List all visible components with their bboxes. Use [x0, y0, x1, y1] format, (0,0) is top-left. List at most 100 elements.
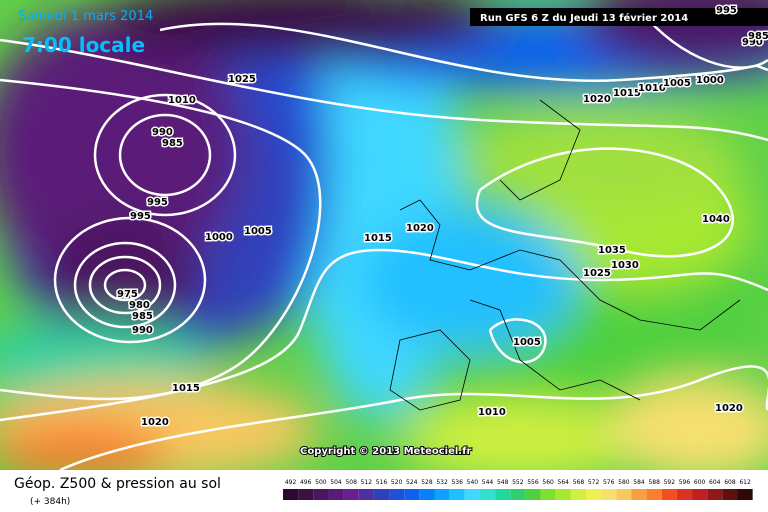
- legend-swatch: [373, 489, 390, 500]
- legend-swatch: [570, 489, 586, 500]
- isobar-label: 995: [716, 5, 737, 16]
- legend-swatch: [676, 489, 693, 500]
- legend-label: 576: [603, 479, 615, 486]
- legend-swatch: [358, 489, 374, 500]
- legend-label: 604: [709, 479, 721, 486]
- legend-label: 596: [679, 479, 691, 486]
- legend-label: 608: [724, 479, 736, 486]
- legend-swatch: [510, 489, 526, 500]
- isobar-label: 1015: [364, 233, 392, 244]
- legend-swatch: [495, 489, 511, 500]
- legend-swatch: [389, 489, 405, 500]
- legend-swatch: [616, 489, 632, 500]
- legend-label: 496: [300, 479, 312, 486]
- legend-label: 580: [618, 479, 630, 486]
- date: Samedi 1 mars 2014: [18, 9, 153, 24]
- legend-swatch: [646, 489, 662, 500]
- product-title: Géop. Z500 & pression au sol: [14, 476, 221, 492]
- isobar-label: 1005: [244, 226, 272, 237]
- legend-swatch: [601, 489, 617, 500]
- isobar-label: 995: [130, 211, 151, 222]
- isobars: [0, 9, 768, 470]
- legend-label: 592: [664, 479, 676, 486]
- isobar-label: 1010: [638, 83, 666, 94]
- run-info: Run GFS 6 Z du Jeudi 13 février 2014: [480, 12, 688, 24]
- isobar-labels: 1025 1010 990 985 995 995 1000 1005 975 …: [116, 4, 768, 430]
- legend-label: 528: [421, 479, 433, 486]
- isobar-label: 985: [748, 31, 768, 42]
- field: [0, 0, 768, 470]
- local-time: 7:00 locale: [22, 33, 145, 57]
- isobar-label: 1010: [478, 407, 506, 418]
- isobar-label: 995: [147, 197, 168, 208]
- legend-swatch: [692, 489, 708, 500]
- legend-label: 556: [527, 479, 539, 486]
- legend-label: 552: [512, 479, 524, 486]
- color-legend: 492 496 500 504 508 512 516 520 524 528 532 536 540 5…: [283, 479, 753, 500]
- isobar-label: 975: [117, 289, 138, 300]
- legend-swatch: [661, 489, 677, 500]
- legend-swatch: [434, 489, 450, 500]
- legend-label: 504: [330, 479, 342, 486]
- isobar-label: 1020: [141, 417, 169, 428]
- legend-swatch: [631, 489, 647, 500]
- isobar-label: 1035: [598, 245, 626, 256]
- legend-label: 572: [588, 479, 600, 486]
- legend-label: 524: [406, 479, 418, 486]
- legend-label: 568: [573, 479, 585, 486]
- coastlines: [389, 99, 741, 411]
- legend-label: 548: [497, 479, 509, 486]
- legend-label: 564: [558, 479, 570, 486]
- legend-label: 516: [376, 479, 388, 486]
- isobar-label: 990: [132, 325, 153, 336]
- legend-label: 540: [467, 479, 479, 486]
- isobar-label: 1020: [406, 223, 434, 234]
- legend-label: 584: [633, 479, 645, 486]
- legend-label: 520: [391, 479, 403, 486]
- legend-swatch: [586, 489, 602, 500]
- legend-swatch: [540, 489, 556, 500]
- isobar-label: 1025: [583, 268, 611, 279]
- legend-label: 532: [436, 479, 448, 486]
- isobar-label: 1005: [663, 78, 691, 89]
- legend-swatch: [343, 489, 359, 500]
- legend-swatch: [737, 489, 753, 500]
- legend-label: 500: [315, 479, 327, 486]
- isobar-label: 985: [132, 311, 153, 322]
- legend-swatch: [404, 489, 420, 500]
- isobar-label: 1015: [613, 88, 641, 99]
- isobar-label: 1020: [583, 94, 611, 105]
- isobar-label: 980: [129, 300, 150, 311]
- isobar-label: 1020: [715, 403, 743, 414]
- isobar-label: 985: [162, 138, 183, 149]
- legend-swatch: [722, 489, 738, 500]
- legend-label: 512: [361, 479, 373, 486]
- isobar-label: 1030: [611, 260, 639, 271]
- legend-label: 560: [542, 479, 554, 486]
- isobar-label: 990: [742, 37, 763, 48]
- legend-swatch: [298, 489, 314, 500]
- legend-swatch: [479, 489, 496, 500]
- legend-label: 536: [451, 479, 463, 486]
- isobar-label: 1005: [513, 337, 541, 348]
- legend-label: 588: [648, 479, 660, 486]
- legend-swatch: [283, 489, 299, 500]
- isobar-label: 1040: [702, 214, 730, 225]
- legend-swatch: [449, 489, 465, 500]
- legend-swatch: [419, 489, 435, 500]
- legend-swatch: [525, 489, 541, 500]
- legend-label: 600: [694, 479, 706, 486]
- isobar-label: 1015: [172, 383, 200, 394]
- legend-label: 612: [739, 479, 751, 486]
- legend-swatch: [555, 489, 571, 500]
- legend-label: 492: [285, 479, 297, 486]
- isobar-label: 1000: [696, 75, 724, 86]
- run-banner: [470, 8, 768, 26]
- legend-label: 508: [345, 479, 357, 486]
- legend-swatch: [328, 489, 344, 500]
- isobar-label: 990: [152, 127, 173, 138]
- legend-swatch: [707, 489, 723, 500]
- isobar-label: 1000: [205, 232, 233, 243]
